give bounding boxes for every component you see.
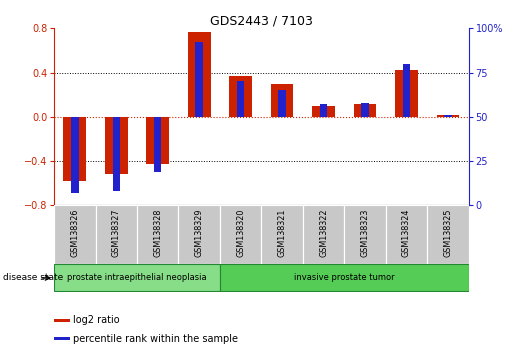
Bar	[262, 205, 303, 264]
Bar	[237, 81, 244, 117]
Text: percentile rank within the sample: percentile rank within the sample	[73, 334, 237, 344]
Text: GSM138329: GSM138329	[195, 208, 203, 257]
Bar	[54, 205, 96, 264]
Bar	[196, 42, 203, 117]
Text: GSM138321: GSM138321	[278, 208, 286, 257]
Bar	[146, 117, 169, 164]
Bar	[179, 205, 220, 264]
Bar	[354, 104, 376, 117]
Text: GSM138325: GSM138325	[443, 208, 452, 257]
Text: invasive prostate tumor: invasive prostate tumor	[294, 273, 394, 282]
Bar	[303, 205, 344, 264]
Bar	[427, 205, 469, 264]
Bar	[96, 205, 137, 264]
Bar	[154, 117, 161, 172]
Bar	[54, 319, 70, 322]
Bar	[320, 104, 327, 117]
Bar	[188, 32, 211, 117]
Text: GSM138328: GSM138328	[153, 208, 162, 257]
Text: GSM138326: GSM138326	[71, 208, 79, 257]
Text: GSM138324: GSM138324	[402, 208, 411, 257]
Bar	[386, 205, 427, 264]
Text: disease state: disease state	[3, 273, 63, 282]
Bar	[105, 117, 128, 175]
Bar	[362, 103, 369, 117]
Bar	[54, 264, 220, 291]
Text: GSM138320: GSM138320	[236, 208, 245, 257]
Bar	[344, 205, 386, 264]
Bar	[271, 84, 294, 117]
Text: log2 ratio: log2 ratio	[73, 315, 119, 325]
Bar	[220, 264, 469, 291]
Text: GSM138323: GSM138323	[360, 208, 369, 257]
Bar	[71, 117, 78, 193]
Bar	[312, 106, 335, 117]
Text: GSM138322: GSM138322	[319, 208, 328, 257]
Bar	[403, 64, 410, 117]
Bar	[54, 337, 70, 340]
Bar	[444, 115, 452, 117]
Bar	[137, 205, 179, 264]
Bar	[279, 90, 286, 117]
Text: prostate intraepithelial neoplasia: prostate intraepithelial neoplasia	[67, 273, 207, 282]
Bar	[395, 70, 418, 117]
Bar	[113, 117, 120, 191]
Text: GSM138327: GSM138327	[112, 208, 121, 257]
Bar	[63, 117, 86, 181]
Bar	[437, 115, 459, 117]
Bar	[229, 76, 252, 117]
Bar	[220, 205, 262, 264]
Title: GDS2443 / 7103: GDS2443 / 7103	[210, 14, 313, 27]
